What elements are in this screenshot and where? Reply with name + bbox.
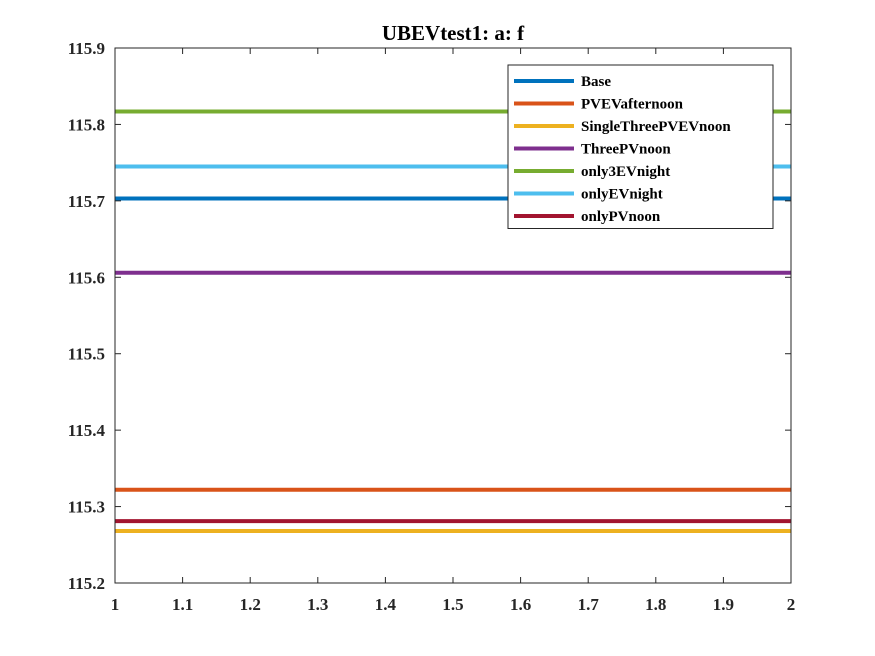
- legend-label-5: onlyEVnight: [581, 187, 663, 203]
- x-tick-label: 1.1: [172, 595, 193, 614]
- y-tick-label: 115.2: [68, 574, 105, 593]
- x-tick-label: 1.5: [442, 595, 463, 614]
- legend-label-4: only3EVnight: [581, 164, 670, 180]
- legend-label-2: SingleThreePVEVnoon: [581, 119, 731, 135]
- x-tick-label: 1: [111, 595, 120, 614]
- chart-title: UBEVtest1: a: f: [382, 21, 525, 45]
- series-layer: [115, 109, 791, 534]
- legend-label-0: Base: [581, 74, 611, 90]
- y-tick-label: 115.6: [68, 268, 105, 287]
- x-tick-label: 1.3: [307, 595, 328, 614]
- y-tick-label: 115.4: [68, 421, 106, 440]
- x-tick-label: 1.4: [375, 595, 397, 614]
- y-tick-label: 115.8: [68, 115, 105, 134]
- x-tick-label: 1.6: [510, 595, 531, 614]
- x-tick-label: 1.2: [240, 595, 261, 614]
- y-tick-label: 115.5: [68, 345, 105, 364]
- y-tick-label: 115.9: [68, 39, 105, 58]
- y-tick-label: 115.3: [68, 498, 105, 517]
- legend: Base PVEVafternoon SingleThreePVEVnoon Thre…: [507, 64, 774, 229]
- legend-label-6: onlyPVnoon: [581, 209, 661, 225]
- x-tick-label: 2: [787, 595, 796, 614]
- x-tick-label: 1.9: [713, 595, 734, 614]
- y-tick-label: 115.7: [68, 192, 106, 211]
- legend-label-3: ThreePVnoon: [581, 142, 671, 158]
- x-tick-label: 1.8: [645, 595, 666, 614]
- axis-ticks: 1 1.1 1.2 1.3 1.4 1.5 1.6 1.7 1.8 1.9 2 115.2 115.3 1…: [68, 39, 796, 614]
- legend-label-1: PVEVafternoon: [581, 97, 684, 113]
- x-tick-label: 1.7: [578, 595, 600, 614]
